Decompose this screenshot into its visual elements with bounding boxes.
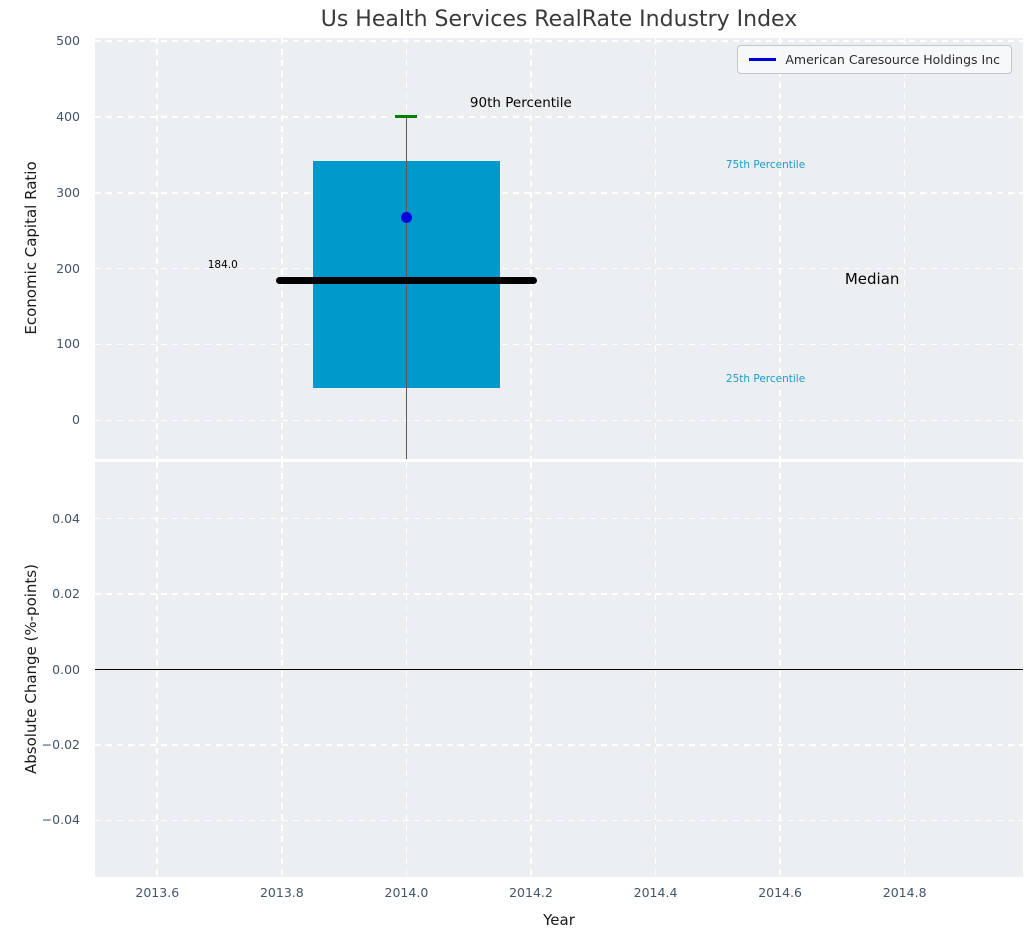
- x-tick-label: 2014.4: [633, 885, 678, 900]
- x-tick-label: 2014.0: [384, 885, 429, 900]
- legend-line-sample: [749, 58, 777, 61]
- zero-line: [95, 668, 1023, 671]
- gridline-y: [95, 40, 1023, 42]
- company-marker: [400, 211, 412, 223]
- median-line: [275, 277, 538, 285]
- gridline-y: [95, 419, 1023, 422]
- p90-cap: [395, 114, 418, 118]
- legend-label: American Caresource Holdings Inc: [785, 52, 1000, 67]
- legend: American Caresource Holdings Inc: [737, 45, 1012, 74]
- top-y-tick-label: 300: [56, 184, 80, 200]
- bottom-y-tick-label: −0.04: [41, 812, 80, 828]
- gridline-y: [95, 116, 1023, 118]
- top-y-tick-label: 100: [56, 336, 80, 352]
- annotation-184-0-label: 184.0: [207, 258, 238, 271]
- top-y-tick-label: 500: [56, 33, 80, 49]
- gridline-x: [156, 38, 159, 459]
- x-tick-label: 2013.6: [135, 885, 180, 900]
- bottom-y-tick-label: 0.02: [52, 586, 80, 602]
- chart-title: Us Health Services RealRate Industry Ind…: [320, 7, 798, 32]
- gridline-x: [281, 38, 283, 459]
- gridline-y: [95, 267, 1023, 270]
- top-y-tick-label: 0: [72, 412, 80, 428]
- gridline-y: [95, 517, 1023, 520]
- gridline-y: [95, 593, 1023, 595]
- x-tick-label: 2013.8: [259, 885, 304, 900]
- gridline-y: [95, 819, 1023, 822]
- x-tick-label: 2014.2: [509, 885, 553, 900]
- annotation-90th-percentile-label: 90th Percentile: [469, 95, 572, 112]
- gridline-x: [779, 38, 781, 459]
- gridline-y: [95, 191, 1023, 194]
- gridline-x: [654, 38, 657, 459]
- x-tick-label: 2014.6: [758, 885, 802, 900]
- gridline-y: [95, 744, 1023, 746]
- gridline-x: [903, 38, 906, 459]
- annotation-25th-percentile-label: 25th Percentile: [725, 372, 806, 385]
- annotation-median-label: Median: [844, 269, 900, 288]
- top-plot-area: American Caresource Holdings Inc 90th Pe…: [95, 38, 1023, 459]
- whisker-line: [405, 116, 408, 459]
- bottom-y-tick-label: 0.00: [52, 661, 80, 677]
- annotation-75th-percentile-label: 75th Percentile: [725, 159, 806, 172]
- x-tick-label: 2014.8: [882, 885, 927, 900]
- top-y-tick-label: 200: [56, 260, 80, 276]
- bottom-y-tick-label: −0.02: [41, 736, 80, 752]
- gridline-y: [95, 343, 1023, 346]
- bottom-y-tick-label: 0.04: [52, 510, 80, 526]
- bottom-plot-area: [95, 462, 1023, 877]
- gridline-x: [530, 38, 532, 459]
- top-y-tick-label: 400: [56, 108, 80, 124]
- x-axis-label: Year: [543, 911, 575, 929]
